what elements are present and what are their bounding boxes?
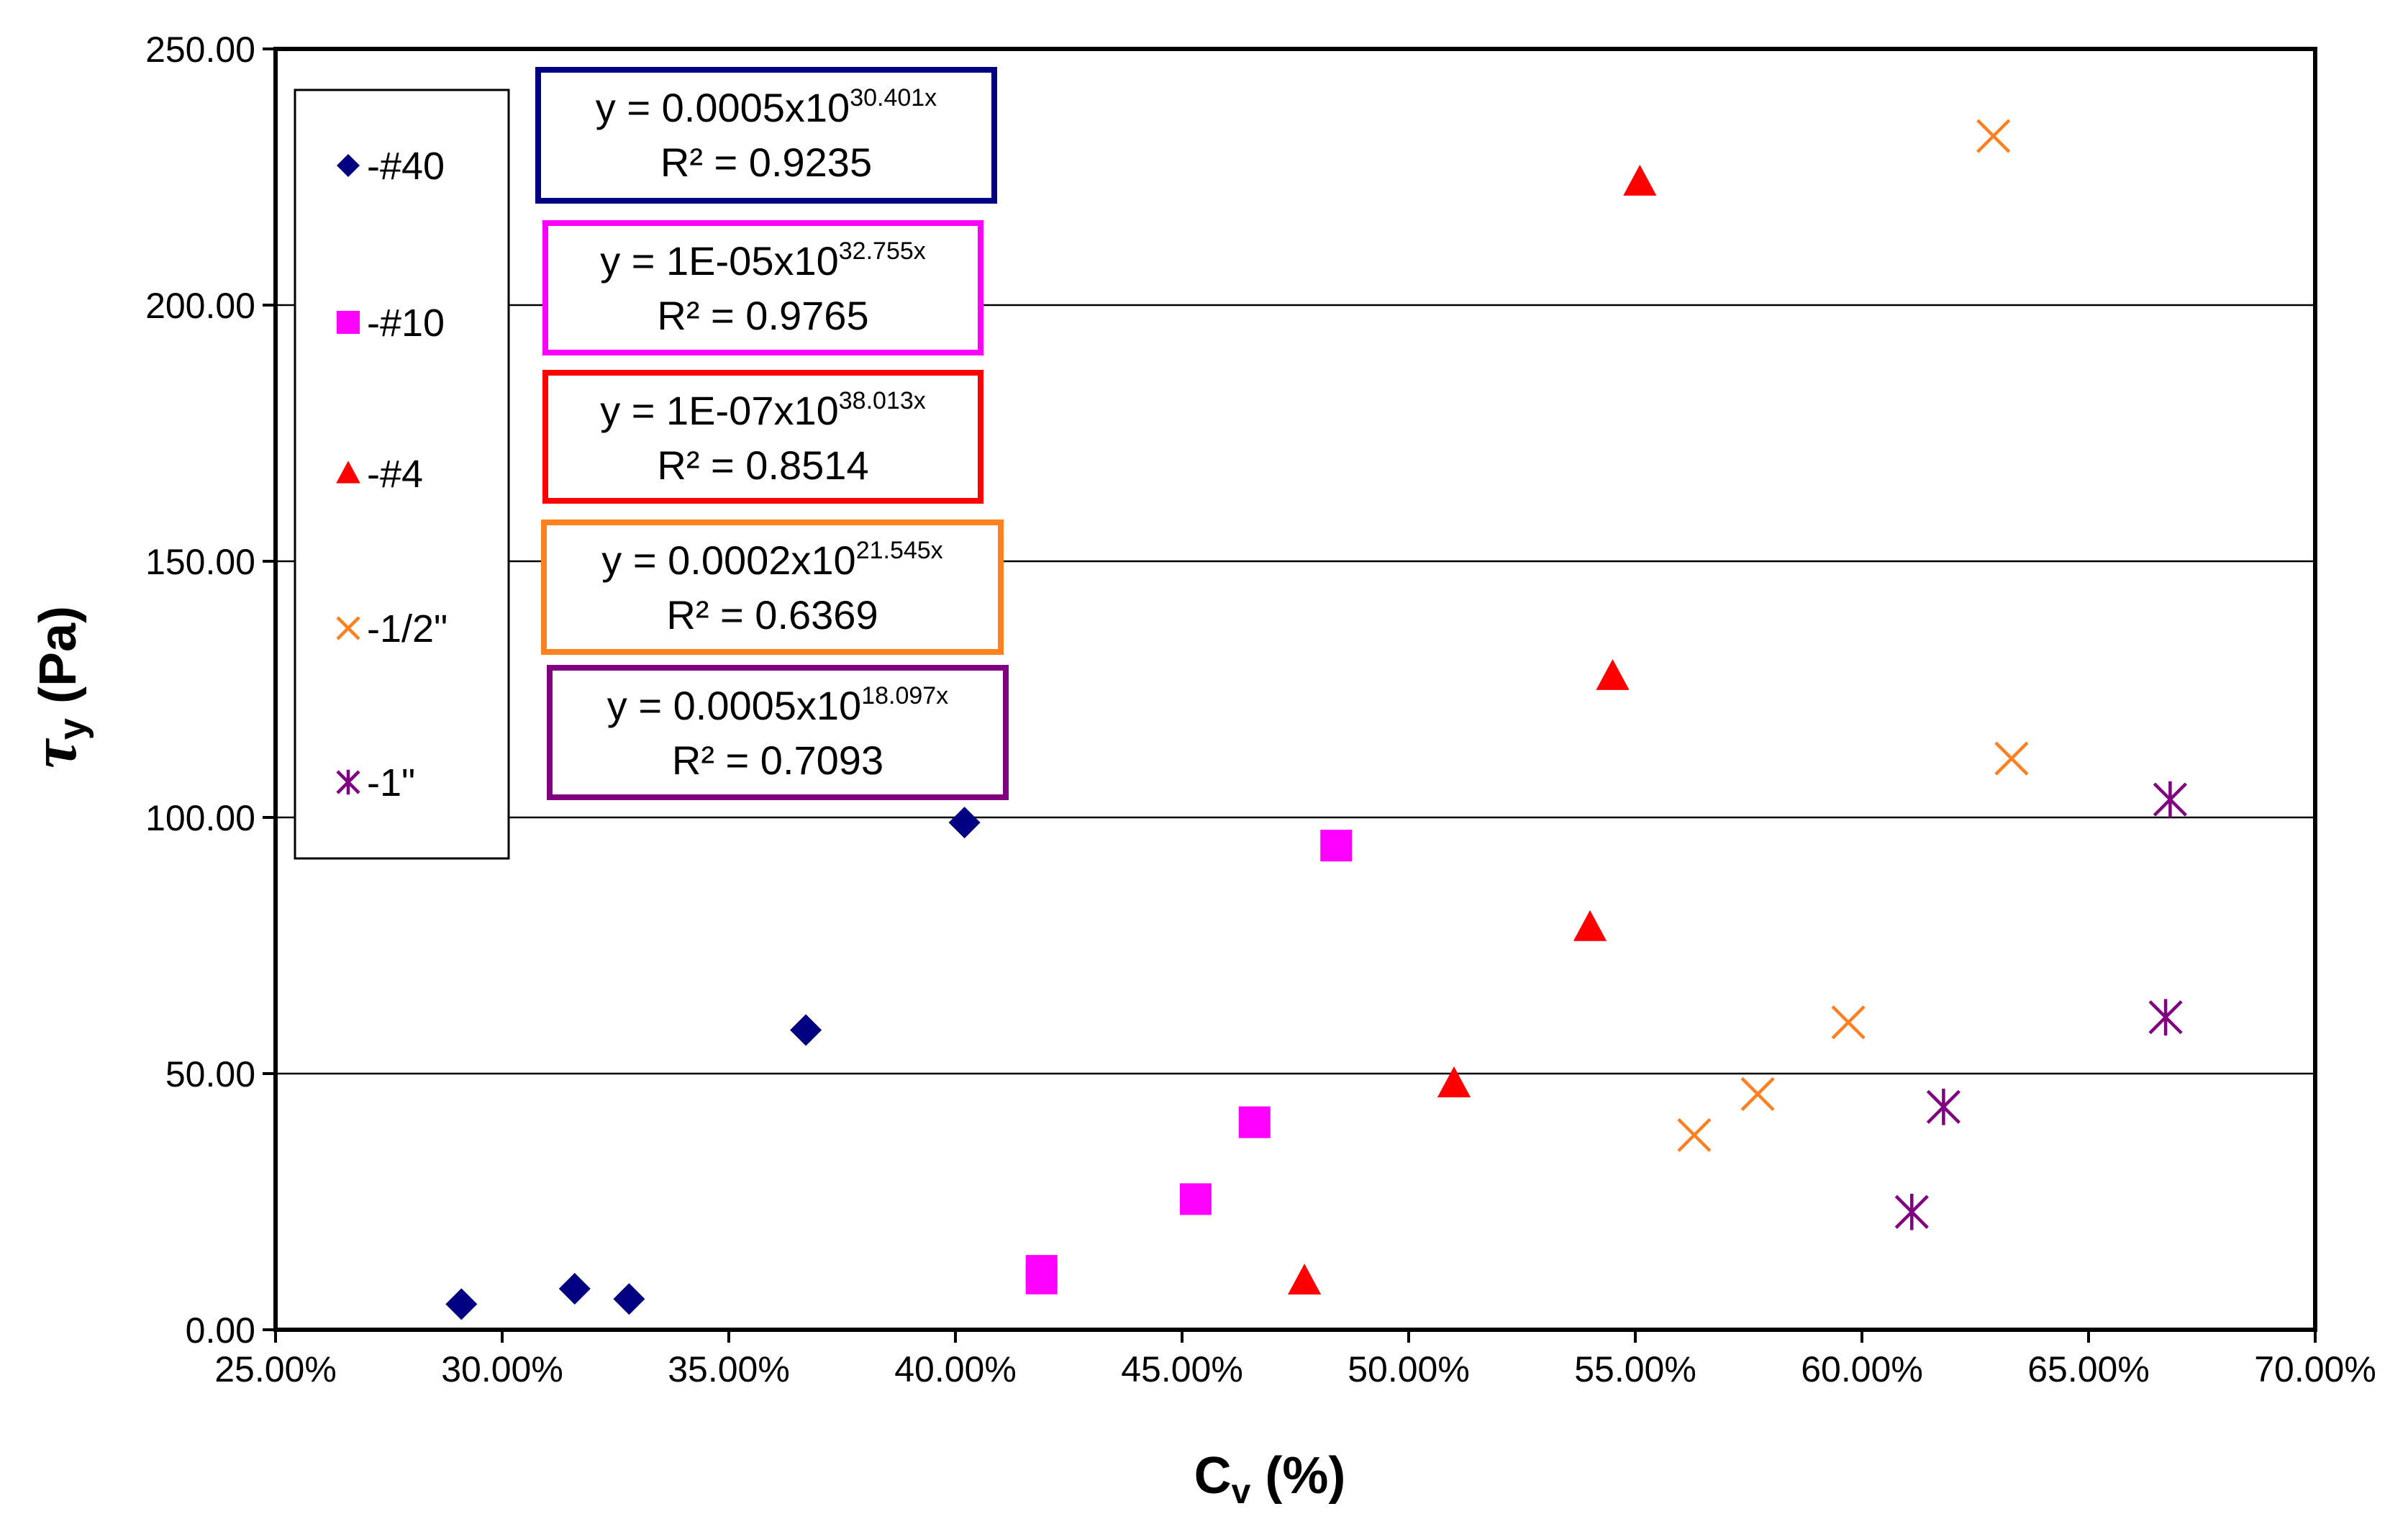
- equation-main-2: y = 1E-07x10: [600, 388, 839, 433]
- x-tick-label-8: 65.00%: [2027, 1349, 2150, 1389]
- data-point-s2-3: [1596, 659, 1630, 690]
- data-point-s3-0: [1677, 1117, 1712, 1153]
- equation-r2-1: R² = 0.9765: [657, 293, 868, 338]
- equation-exponent-0: 30.401x: [850, 84, 937, 112]
- data-point-s4-1: [1926, 1088, 1961, 1125]
- equation-exponent-4: 18.097x: [861, 682, 948, 709]
- equation-text-4: y = 0.0005x1018.097x: [607, 682, 948, 728]
- data-point-s1-4: [1320, 830, 1353, 862]
- legend-marker-2: [336, 461, 360, 484]
- x-tick-label-6: 55.00%: [1574, 1349, 1696, 1389]
- y-axis-label-main: τ: [19, 738, 90, 768]
- x-tick-label-9: 70.00%: [2254, 1349, 2376, 1389]
- legend-marker-4: [336, 769, 360, 795]
- equation-box-1: y = 1E-05x1032.755x R² = 0.9765: [542, 220, 983, 355]
- equation-exponent-3: 21.545x: [856, 537, 943, 564]
- data-point-s2-1: [1437, 1066, 1471, 1097]
- data-point-s4-2: [2148, 999, 2183, 1035]
- y-tick-label-4: 200.00: [145, 286, 255, 326]
- data-point-s1-1: [1025, 1255, 1058, 1287]
- equation-r2-3: R² = 0.6369: [666, 592, 878, 638]
- equation-main-3: y = 0.0002x10: [601, 538, 855, 583]
- y-axis-label: τy (Pa): [19, 606, 94, 768]
- data-point-s4-3: [2153, 781, 2187, 818]
- data-points: [445, 119, 2187, 1320]
- equation-text-3: y = 0.0002x1021.545x: [601, 537, 942, 583]
- legend-marker-1: [337, 311, 360, 334]
- equation-box-3: y = 0.0002x1021.545x R² = 0.6369: [541, 520, 1004, 655]
- x-axis-label-suffix: (%): [1250, 1447, 1345, 1505]
- x-tick-label-3: 40.00%: [894, 1349, 1017, 1389]
- data-point-s0-0: [445, 1288, 478, 1320]
- data-point-s2-2: [1573, 910, 1607, 941]
- equation-frame-4: [547, 665, 1009, 800]
- equation-main-4: y = 0.0005x10: [607, 683, 861, 728]
- x-tick-label-2: 35.00%: [668, 1349, 790, 1389]
- equation-frame-3: [541, 520, 1004, 655]
- legend-label-4: -1": [367, 761, 415, 804]
- data-point-s2-0: [1288, 1264, 1322, 1295]
- data-point-s0-1: [558, 1273, 591, 1305]
- x-tick-label-1: 30.00%: [441, 1349, 563, 1389]
- legend-label-2: -#4: [367, 453, 423, 496]
- data-point-s0-2: [613, 1283, 645, 1315]
- plot-area-frame: [273, 47, 2317, 1332]
- legend-marker-0: [337, 154, 360, 177]
- axis-ticks: 0.00 50.00 100.00 150.00 200.00 250.00 25.00% 3…: [145, 30, 2376, 1389]
- equation-frame-1: [542, 220, 983, 355]
- equation-r2-4: R² = 0.7093: [672, 738, 883, 783]
- equation-frame-0: [535, 67, 997, 204]
- x-axis-label: Cv (%): [1194, 1447, 1346, 1511]
- data-point-s0-4: [948, 807, 981, 839]
- legend-marker-3: [336, 616, 360, 640]
- equation-exponent-1: 32.755x: [839, 237, 926, 265]
- equation-frame-2: [542, 370, 983, 504]
- x-tick-label-7: 60.00%: [1801, 1349, 1923, 1389]
- legend-label-1: -#10: [367, 301, 445, 345]
- data-point-s2-4: [1623, 164, 1657, 196]
- equation-main-0: y = 0.0005x10: [596, 85, 850, 130]
- equation-exponent-2: 38.013x: [839, 387, 926, 414]
- legend-box: [294, 89, 510, 860]
- equation-main-1: y = 1E-05x10: [600, 238, 839, 284]
- data-point-s0-3: [790, 1014, 822, 1046]
- data-point-s3-2: [1831, 1005, 1866, 1040]
- data-point-s4-0: [1894, 1193, 1929, 1230]
- y-tick-label-1: 50.00: [165, 1054, 255, 1094]
- legend: -#40 -#10 -#4 -1/2" -1": [294, 89, 510, 860]
- y-tick-label-2: 100.00: [145, 798, 255, 838]
- y-tick-label-3: 150.00: [145, 542, 255, 582]
- legend-label-0: -#40: [367, 145, 445, 188]
- x-tick-label-0: 25.00%: [214, 1349, 337, 1389]
- equation-r2-2: R² = 0.8514: [657, 443, 868, 488]
- equation-text-2: y = 1E-07x1038.013x: [600, 387, 926, 433]
- data-point-s3-1: [1740, 1076, 1775, 1112]
- equation-box-4: y = 0.0005x1018.097x R² = 0.7093: [547, 665, 1009, 800]
- y-axis-label-suffix: (Pa): [29, 606, 87, 718]
- x-axis-label-sub: v: [1232, 1473, 1251, 1511]
- y-axis-label-sub: y: [51, 718, 94, 740]
- x-axis-label-main: C: [1194, 1447, 1232, 1505]
- legend-label-3: -1/2": [367, 607, 447, 650]
- equation-text-0: y = 0.0005x1030.401x: [596, 84, 937, 130]
- data-point-s3-4: [1994, 741, 2029, 776]
- equation-box-0: y = 0.0005x1030.401x R² = 0.9235: [535, 67, 997, 204]
- data-point-s1-3: [1238, 1106, 1271, 1138]
- equation-r2-0: R² = 0.9235: [660, 140, 872, 185]
- data-point-s3-3: [1976, 119, 2011, 153]
- data-point-s1-2: [1179, 1183, 1212, 1215]
- y-tick-label-5: 250.00: [145, 30, 255, 70]
- x-tick-label-5: 50.00%: [1348, 1349, 1470, 1389]
- equation-text-1: y = 1E-05x1032.755x: [600, 237, 926, 284]
- x-tick-label-4: 45.00%: [1121, 1349, 1243, 1389]
- y-tick-label-0: 0.00: [186, 1310, 255, 1351]
- equation-box-2: y = 1E-07x1038.013x R² = 0.8514: [542, 370, 983, 504]
